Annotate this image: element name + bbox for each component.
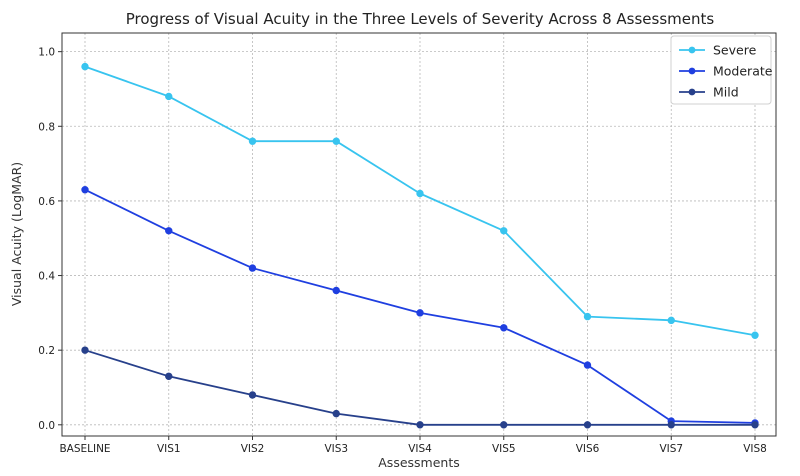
mild-point (416, 421, 424, 429)
x-axis-label: Assessments (378, 455, 460, 470)
moderate-point (81, 186, 89, 194)
mild-point (248, 391, 257, 399)
mild-point (500, 421, 508, 429)
x-tick-label: VIS8 (743, 443, 767, 455)
y-tick-label: 0.0 (38, 420, 55, 432)
legend-box (670, 35, 772, 105)
severe-point (667, 316, 675, 325)
x-tick-label: VIS5 (492, 443, 516, 455)
series-severe (81, 62, 759, 339)
y-tick-label: 0.4 (38, 271, 55, 283)
moderate-point (332, 286, 340, 295)
severe-point (81, 62, 89, 71)
moderate-point (500, 324, 508, 332)
series-group (81, 62, 759, 429)
legend: Severe Moderate Mild (670, 35, 773, 105)
x-tick-label: VIS6 (576, 443, 600, 455)
mild-point (667, 421, 675, 429)
moderate-point (583, 361, 592, 369)
mild-point (165, 372, 173, 380)
y-tick-label: 1.0 (38, 47, 55, 59)
severe-point (332, 137, 340, 145)
severe-point (500, 227, 508, 235)
y-tick-label: 0.6 (38, 196, 55, 208)
plot-frame (61, 32, 777, 437)
chart-title: Progress of Visual Acuity in the Three L… (126, 10, 715, 28)
mild-point (583, 421, 592, 429)
axis-ticks: BASELINE VIS1 VIS2 VIS3 VIS4 VIS5 VIS6 VIS7 VIS8… (38, 47, 767, 455)
legend-marker-mild (688, 88, 696, 96)
x-tick-label: VIS2 (241, 443, 265, 455)
legend-label-moderate: Moderate (713, 64, 773, 79)
mild-point (332, 409, 340, 418)
x-tick-label: VIS3 (324, 443, 348, 455)
severe-point (583, 312, 592, 321)
moderate-point (165, 227, 173, 235)
moderate-point (248, 264, 257, 272)
x-tick-label: BASELINE (59, 443, 110, 455)
x-tick-label: VIS4 (408, 443, 432, 455)
severe-point (416, 189, 424, 198)
mild-point (81, 346, 89, 354)
y-axis-label: Visual Acuity (LogMAR) (9, 162, 24, 306)
series-mild (81, 346, 759, 429)
x-tick-label: VIS7 (659, 443, 683, 455)
y-tick-label: 0.8 (38, 121, 55, 133)
y-tick-label: 0.2 (38, 345, 55, 357)
moderate-point (416, 309, 424, 317)
severe-point (165, 92, 173, 101)
legend-marker-severe (688, 46, 696, 54)
severe-point (751, 331, 759, 339)
legend-marker-moderate (688, 67, 696, 75)
legend-label-mild: Mild (713, 85, 739, 100)
severe-point (248, 137, 257, 145)
x-tick-label: VIS1 (157, 443, 181, 455)
mild-point (751, 421, 759, 429)
legend-label-severe: Severe (713, 43, 757, 58)
